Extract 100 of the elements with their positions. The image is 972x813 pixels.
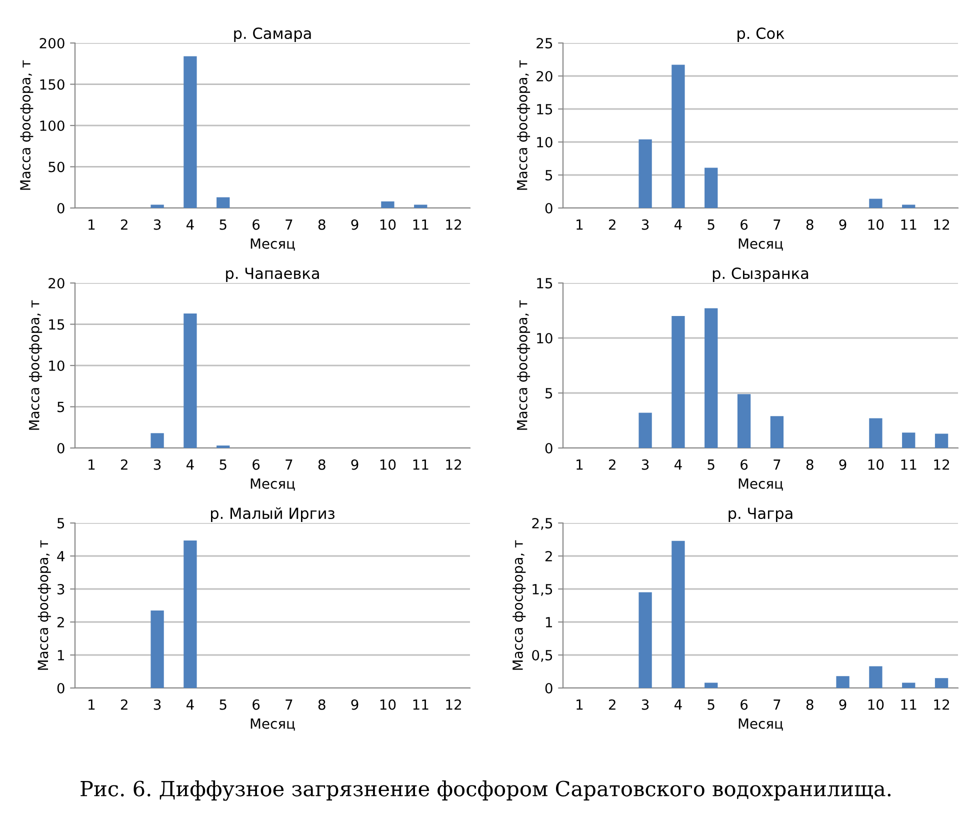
bar [869, 198, 882, 208]
y-tick-label: 1 [546, 617, 552, 628]
bar [150, 433, 164, 448]
y-tick-label: 20 [536, 70, 552, 82]
x-tick-label: 5 [220, 700, 226, 710]
y-tick-label: 0 [545, 682, 552, 694]
bar [934, 678, 948, 688]
chart-title: р. Малый Иргиз [211, 507, 334, 522]
y-axis-title: Масса фосфора, т [512, 540, 526, 670]
x-tick-label: 2 [608, 699, 616, 710]
x-tick-label: 7 [286, 700, 292, 710]
x-tick-label: 3 [642, 459, 649, 470]
bar [414, 204, 428, 208]
x-tick-label: 5 [708, 700, 714, 710]
x-tick-label: 11 [901, 700, 916, 710]
x-tick-label: 2 [608, 219, 616, 230]
y-tick-label: 0 [57, 442, 64, 454]
x-tick-label: 3 [154, 219, 161, 230]
bar [902, 204, 916, 208]
bar [737, 394, 751, 448]
bar [704, 308, 718, 448]
x-tick-label: 7 [286, 460, 292, 470]
x-axis-title: Месяц [738, 718, 783, 731]
chart-title: р. Самара [234, 27, 311, 42]
x-tick-label: 12 [446, 459, 461, 470]
bar [638, 139, 652, 208]
x-tick-label: 6 [252, 699, 260, 710]
chart-title: р. Сок [738, 27, 784, 42]
y-tick-label: 10 [537, 332, 552, 344]
x-tick-label: 4 [186, 220, 194, 230]
x-tick-label: 7 [774, 460, 780, 470]
x-tick-label: 5 [708, 460, 714, 470]
y-tick-label: 1,5 [532, 584, 552, 596]
y-tick-label: 3 [58, 584, 64, 594]
y-tick-label: 15 [49, 319, 64, 330]
y-tick-label: 200 [40, 38, 64, 48]
y-axis-title: Масса фосфора, т [517, 300, 530, 430]
x-tick-label: 2 [120, 459, 128, 470]
x-tick-label: 5 [708, 220, 714, 230]
x-tick-label: 12 [934, 459, 949, 470]
bar [770, 416, 784, 448]
x-tick-label: 9 [351, 219, 358, 230]
x-tick-label: 3 [642, 219, 649, 230]
bar [902, 432, 916, 448]
x-tick-label: 11 [901, 220, 916, 230]
x-tick-label: 1 [576, 460, 583, 470]
bar [704, 168, 718, 208]
x-tick-label: 12 [446, 699, 461, 710]
y-tick-label: 20 [48, 278, 64, 288]
y-tick-label: 2,5 [532, 518, 552, 530]
bar [184, 314, 197, 448]
x-tick-label: 8 [806, 699, 814, 710]
bar [216, 197, 230, 208]
x-tick-label: 7 [286, 220, 292, 230]
x-tick-label: 6 [740, 699, 748, 710]
x-tick-label: 7 [774, 220, 780, 230]
x-tick-label: 10 [868, 219, 884, 230]
x-tick-label: 3 [642, 699, 649, 710]
x-tick-label: 10 [380, 459, 396, 470]
chart-title: р. Чагра [728, 508, 792, 522]
x-tick-label: 1 [88, 220, 95, 230]
y-tick-label: 5 [546, 170, 552, 180]
x-tick-label: 3 [154, 459, 161, 470]
x-tick-label: 2 [608, 459, 616, 470]
y-tick-label: 2 [545, 550, 552, 562]
x-tick-label: 12 [446, 219, 461, 230]
y-tick-label: 0,5 [532, 650, 552, 662]
x-tick-label: 1 [88, 460, 95, 470]
y-axis-title: Масса фосфора, т [38, 540, 51, 670]
x-tick-label: 11 [413, 460, 428, 470]
bar [934, 434, 948, 448]
x-tick-label: 6 [252, 219, 260, 230]
y-tick-label: 5 [58, 518, 64, 528]
bar [704, 682, 718, 688]
chart-title: р. Сызранка [712, 267, 808, 282]
x-tick-label: 6 [740, 219, 748, 230]
x-tick-label: 8 [318, 219, 326, 230]
chart-title: р. Чапаевка [226, 268, 319, 282]
x-tick-label: 9 [351, 699, 358, 710]
bar [638, 592, 652, 688]
text: Рис. 6. Диффузное загрязнение фосфором Саратовского водохранилища. [80, 780, 891, 801]
x-tick-label: 3 [154, 699, 161, 710]
y-tick-label: 4 [57, 551, 64, 562]
x-tick-label: 12 [934, 699, 949, 710]
bar [672, 64, 685, 208]
y-tick-label: 15 [537, 278, 552, 288]
bar [836, 676, 850, 688]
bar [902, 682, 916, 688]
x-tick-label: 4 [186, 460, 194, 470]
y-tick-label: 1 [58, 650, 64, 660]
bar [150, 204, 164, 208]
x-tick-label: 2 [120, 699, 128, 710]
bar [869, 418, 882, 448]
y-tick-label: 25 [536, 38, 552, 48]
x-tick-label: 4 [186, 700, 194, 710]
x-axis-title: Месяц [250, 718, 295, 731]
bar [672, 316, 685, 448]
x-tick-label: 1 [576, 700, 583, 710]
x-tick-label: 10 [868, 699, 884, 710]
x-tick-label: 11 [901, 460, 916, 470]
